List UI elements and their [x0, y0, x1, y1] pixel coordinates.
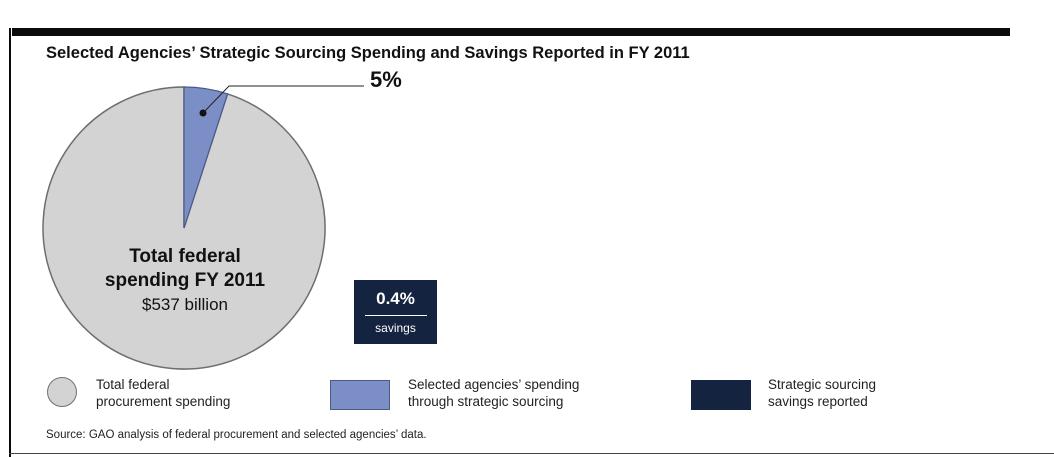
legend-swatch-total	[47, 377, 77, 407]
pie-center-label: Total federal spending FY 2011 $537 bill…	[60, 245, 310, 317]
bottom-border	[9, 453, 1054, 454]
savings-box: 0.4% savings	[354, 280, 437, 344]
chart-title: Selected Agencies’ Strategic Sourcing Sp…	[46, 44, 690, 62]
center-line-2: spending FY 2011	[104, 270, 266, 291]
legend-strategic-line-1: Selected agencies’ spending	[408, 377, 580, 392]
legend-total-line-2: procurement spending	[96, 394, 231, 409]
source-note: Source: GAO analysis of federal procurem…	[46, 429, 427, 441]
center-line-3: $537 billion	[141, 295, 228, 314]
savings-divider	[364, 315, 427, 316]
savings-value: 0.4%	[376, 289, 415, 308]
savings-label: savings	[375, 321, 416, 335]
center-line-1: Total federal	[129, 246, 241, 267]
legend-swatch-strategic	[330, 380, 390, 410]
legend-label-total: Total federal procurement spending	[96, 376, 230, 410]
legend-total-line-1: Total federal	[96, 377, 170, 392]
legend-label-savings: Strategic sourcing savings reported	[768, 376, 876, 410]
leader-line	[202, 85, 364, 114]
left-border	[9, 28, 11, 457]
legend-savings-line-2: savings reported	[768, 394, 868, 409]
legend-swatch-savings	[691, 380, 751, 410]
pie-slice-strategic	[183, 86, 229, 229]
legend-savings-line-1: Strategic sourcing	[768, 377, 877, 392]
slice-percent-label: 5%	[370, 67, 402, 92]
legend-strategic-line-2: through strategic sourcing	[408, 394, 564, 409]
top-border	[12, 28, 1010, 36]
legend-label-strategic: Selected agencies’ spending through stra…	[408, 376, 579, 410]
